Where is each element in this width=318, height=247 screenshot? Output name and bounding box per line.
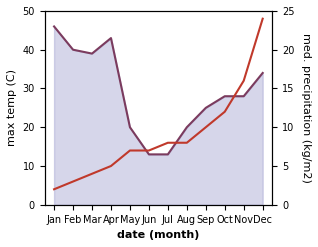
Y-axis label: max temp (C): max temp (C): [7, 69, 17, 146]
Y-axis label: med. precipitation (kg/m2): med. precipitation (kg/m2): [301, 33, 311, 183]
X-axis label: date (month): date (month): [117, 230, 200, 240]
